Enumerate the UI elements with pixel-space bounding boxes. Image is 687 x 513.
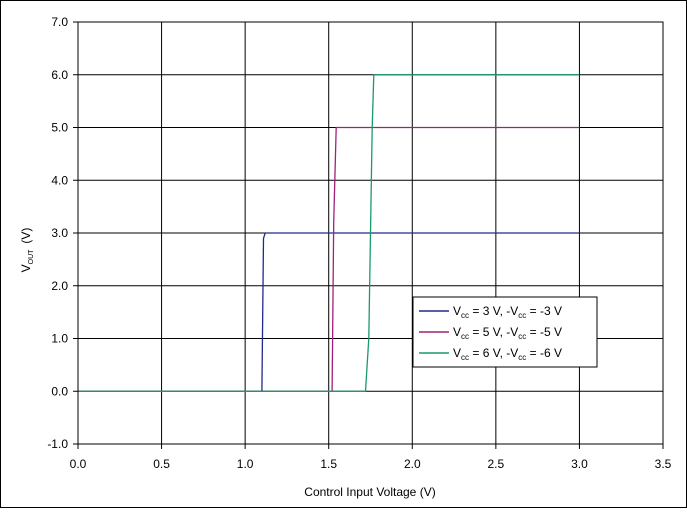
y-axis-title: VOUT (V) xyxy=(19,228,35,273)
legend-label-1: Vcc = 3 V, -Vcc = -3 V xyxy=(453,304,562,320)
y-tick-label: 4.0 xyxy=(51,173,68,187)
legend-label-part: = 5 V, -V xyxy=(469,325,518,339)
legend-label-part: V xyxy=(453,325,461,339)
legend-label-part: cc xyxy=(518,332,526,341)
series-line-3 xyxy=(78,74,580,392)
x-axis-ticks: 0.0 0.5 1.0 1.5 2.0 2.5 3.0 3.5 xyxy=(70,444,672,471)
y-tick-label: 7.0 xyxy=(51,15,68,29)
y-tick-label: 3.0 xyxy=(51,226,68,240)
legend-label-part: cc xyxy=(461,311,469,320)
legend-label-3: Vcc = 6 V, -Vcc = -6 V xyxy=(453,346,562,362)
y-axis-title-unit: (V) xyxy=(19,228,33,244)
legend-label-part: cc xyxy=(518,353,526,362)
y-axis-title-main: V xyxy=(19,264,33,272)
y-axis-ticks: -1.0 0.0 1.0 2.0 3.0 4.0 5.0 6.0 7.0 xyxy=(47,15,78,451)
series-layer xyxy=(78,74,580,392)
legend-label-part: = -6 V xyxy=(526,346,562,360)
legend-label-part: V xyxy=(453,346,461,360)
x-tick-label: 2.0 xyxy=(404,457,421,471)
legend-label-2: Vcc = 5 V, -Vcc = -5 V xyxy=(453,325,562,341)
legend-label-part: cc xyxy=(461,353,469,362)
y-tick-label: 5.0 xyxy=(51,121,68,135)
y-axis-title-sub: OUT xyxy=(28,249,35,265)
x-tick-label: 3.5 xyxy=(655,457,672,471)
y-tick-label: 1.0 xyxy=(51,332,68,346)
legend-label-part: = -5 V xyxy=(526,325,562,339)
x-tick-label: 1.5 xyxy=(320,457,337,471)
legend-label-part: = -3 V xyxy=(526,304,562,318)
x-axis-title: Control Input Voltage (V) xyxy=(304,485,435,499)
legend-label-part: = 6 V, -V xyxy=(469,346,518,360)
y-tick-label: 2.0 xyxy=(51,279,68,293)
legend-label-part: V xyxy=(453,304,461,318)
x-tick-label: 0.5 xyxy=(153,457,170,471)
x-tick-label: 0.0 xyxy=(70,457,87,471)
y-tick-label: 6.0 xyxy=(51,68,68,82)
x-tick-label: 3.0 xyxy=(571,457,588,471)
y-tick-label: -1.0 xyxy=(47,437,68,451)
legend-label-part: cc xyxy=(461,332,469,341)
y-tick-label: 0.0 xyxy=(51,384,68,398)
legend-label-part: = 3 V, -V xyxy=(469,304,518,318)
x-tick-label: 1.0 xyxy=(237,457,254,471)
legend-label-part: cc xyxy=(518,311,526,320)
x-tick-label: 2.5 xyxy=(488,457,505,471)
